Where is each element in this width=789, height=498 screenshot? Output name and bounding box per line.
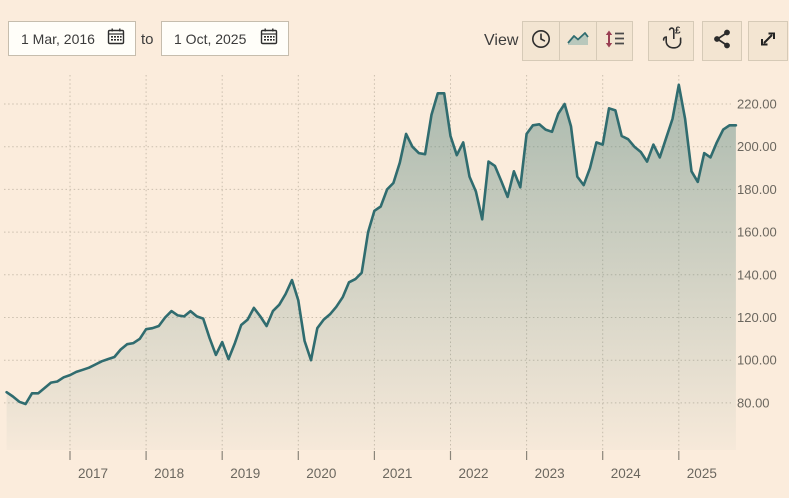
calendar-icon[interactable] — [259, 26, 279, 51]
y-axis-label: 220.00 — [737, 97, 777, 112]
fullscreen-button[interactable] — [748, 21, 788, 61]
area-chart-view-button[interactable] — [559, 21, 596, 61]
time-range-view-button[interactable] — [522, 21, 559, 61]
x-axis-label: 2021 — [382, 466, 412, 481]
range-separator-label: to — [141, 31, 154, 48]
x-axis-label: 2020 — [306, 466, 336, 481]
calendar-icon[interactable] — [106, 26, 126, 51]
y-axis-label: 200.00 — [737, 139, 777, 154]
x-axis-label: 2019 — [230, 466, 260, 481]
y-axis-label: 120.00 — [737, 310, 777, 325]
x-axis-label: 2018 — [154, 466, 184, 481]
price-line-series — [5, 83, 738, 406]
x-axis-label: 2025 — [687, 466, 717, 481]
x-axis-label: 2017 — [78, 466, 108, 481]
area-chart-icon — [565, 28, 591, 55]
clock-icon — [529, 27, 553, 56]
share-button[interactable] — [702, 21, 742, 61]
expand-icon — [757, 28, 779, 55]
view-label: View — [484, 32, 519, 49]
share-icon — [710, 27, 734, 56]
x-axis-label: 2023 — [535, 466, 565, 481]
view-mode-button-group — [522, 21, 633, 61]
x-axis-label: 2024 — [611, 466, 642, 481]
y-axis-label: 80.00 — [737, 395, 770, 410]
y-axis-label: 160.00 — [737, 225, 777, 240]
price-area-series — [6, 84, 736, 451]
value-scale-view-button[interactable] — [596, 21, 633, 61]
y-axis-label: 180.00 — [737, 182, 777, 197]
date-to-input[interactable]: 1 Oct, 2025 — [161, 21, 289, 56]
svg-text:£: £ — [675, 25, 681, 36]
x-axis-label: 2022 — [459, 466, 489, 481]
sort-lines-icon — [602, 26, 628, 57]
tap-currency-icon: £ — [657, 24, 685, 59]
date-from-value: 1 Mar, 2016 — [21, 30, 95, 47]
interactive-mode-button[interactable]: £ — [648, 21, 694, 61]
date-from-input[interactable]: 1 Mar, 2016 — [8, 21, 136, 56]
date-to-value: 1 Oct, 2025 — [174, 30, 247, 47]
y-axis-label: 140.00 — [737, 267, 777, 282]
y-axis-label: 100.00 — [737, 353, 777, 368]
